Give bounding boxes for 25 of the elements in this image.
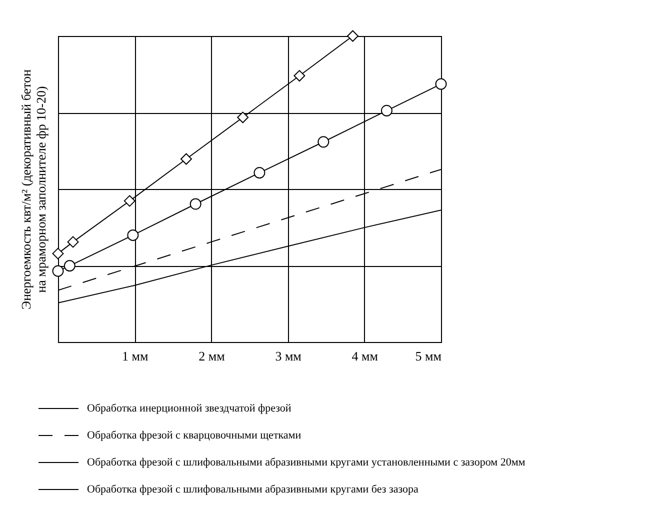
- point: [124, 195, 136, 207]
- point: [52, 248, 64, 260]
- x-tick-label: 4 мм: [352, 348, 378, 364]
- legend-label: Обработка фрезой с шлифовальными абразивными кругами без зазора: [87, 484, 418, 496]
- point: [52, 265, 64, 277]
- point: [294, 70, 306, 82]
- point: [435, 78, 447, 90]
- legend-label: Обработка инерционной звездчатой фрезой: [87, 402, 292, 414]
- point: [318, 136, 330, 148]
- point: [237, 112, 249, 124]
- point: [67, 236, 79, 248]
- point: [64, 260, 76, 272]
- x-tick-label: 2 мм: [198, 348, 225, 364]
- x-tick-label: 5 мм: [415, 348, 442, 364]
- point: [180, 153, 192, 165]
- legend-label: Обработка фрезой с шлифовальными абразивными кругами установленными с зазором 20мм: [87, 456, 526, 468]
- x-tick-label: 1 мм: [122, 348, 148, 364]
- y-axis-title: Энергоемкость квт/м² (декоративный бетон на мраморном заполнителе фр 10-20): [18, 69, 48, 310]
- point: [190, 198, 202, 210]
- point: [347, 30, 358, 42]
- point: [254, 167, 266, 179]
- legend-label: Обработка фрезой с кварцовочными щетками: [87, 430, 302, 442]
- point: [127, 229, 139, 241]
- point: [380, 104, 392, 116]
- x-tick-label: 3 мм: [275, 348, 302, 364]
